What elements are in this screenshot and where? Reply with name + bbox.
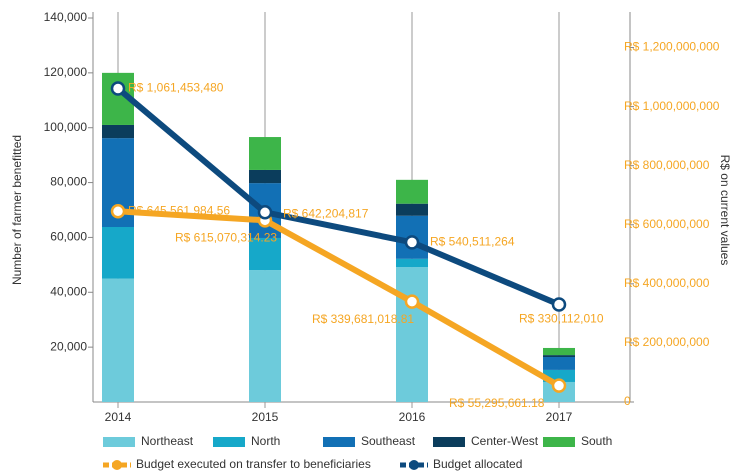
- legend-label: South: [581, 434, 612, 448]
- legend-marker: [409, 460, 419, 470]
- legend-label: Center-West: [471, 434, 539, 448]
- bar-segment: [249, 169, 281, 184]
- line: [116, 86, 561, 308]
- data-label: R$ 642,204,817: [283, 206, 369, 220]
- bar-segment: [249, 237, 281, 271]
- legend-label: Budget executed on transfer to beneficia…: [136, 457, 371, 471]
- y-tick-label: 20,000: [50, 339, 87, 353]
- bar-segment: [102, 227, 134, 279]
- bar-segment: [543, 357, 575, 370]
- bar-segment: [396, 179, 428, 204]
- legend-label: Northeast: [141, 434, 194, 448]
- legend-swatch: [213, 437, 245, 447]
- legend-swatch: [433, 437, 465, 447]
- y-tick-label: 100,000: [44, 120, 88, 134]
- y-tick-label: 80,000: [50, 175, 87, 189]
- legend-label: Southeast: [361, 434, 416, 448]
- data-label: R$ 540,511,264: [430, 235, 515, 249]
- bar-segment: [249, 270, 281, 402]
- bar-segment: [249, 137, 281, 170]
- y2-tick-label: R$ 800,000,000: [624, 158, 710, 172]
- bar-segment: [543, 355, 575, 358]
- bar-segment: [543, 347, 575, 356]
- y2-axis-label: R$ on current values: [718, 155, 732, 266]
- data-label: R$ 615,070,314.23: [175, 230, 277, 244]
- y2-tick-label: R$ 1,200,000,000: [624, 40, 720, 54]
- y-tick-label: 40,000: [50, 284, 87, 298]
- legend-swatch: [543, 437, 575, 447]
- y2-tick-label: 0: [624, 394, 631, 408]
- point: [110, 81, 126, 96]
- point: [257, 205, 273, 220]
- x-tick-label: 2015: [252, 410, 279, 424]
- y-tick-label: 60,000: [50, 230, 87, 244]
- bar-segment: [102, 124, 134, 139]
- point: [551, 378, 567, 393]
- x-tick-label: 2017: [546, 410, 573, 424]
- x-tick-label: 2016: [399, 410, 426, 424]
- bar-segment: [396, 258, 428, 268]
- legend-swatch: [323, 437, 355, 447]
- x-tick-label: 2014: [105, 410, 132, 424]
- legend-swatch: [103, 437, 135, 447]
- data-label: R$ 330,112,010: [519, 312, 604, 326]
- y2-tick-label: R$ 400,000,000: [624, 276, 710, 290]
- bar-segment: [102, 278, 134, 402]
- bar-segment: [396, 267, 428, 402]
- y2-tick-label: R$ 600,000,000: [624, 217, 710, 231]
- line: [117, 208, 561, 389]
- data-label: R$ 645,561,984,56: [128, 203, 230, 217]
- point: [404, 294, 420, 309]
- bar-segment: [396, 203, 428, 216]
- y2-tick-label: R$ 1,000,000,000: [624, 99, 720, 113]
- legend-label: Budget allocated: [433, 457, 522, 471]
- data-label: R$ 339,681,018.81: [312, 312, 414, 326]
- point: [551, 297, 567, 312]
- data-label: R$ 55,295,661.18: [449, 396, 545, 410]
- legend-marker: [112, 460, 122, 470]
- y-tick-label: 120,000: [44, 65, 88, 79]
- y-axis-label: Number of farmer benefitted: [10, 135, 24, 285]
- legend-label: North: [251, 434, 280, 448]
- data-label: R$ 1,061,453,480: [128, 81, 224, 95]
- point: [404, 235, 420, 250]
- y-tick-label: 140,000: [44, 10, 88, 24]
- y2-tick-label: R$ 200,000,000: [624, 335, 710, 349]
- point: [110, 204, 126, 219]
